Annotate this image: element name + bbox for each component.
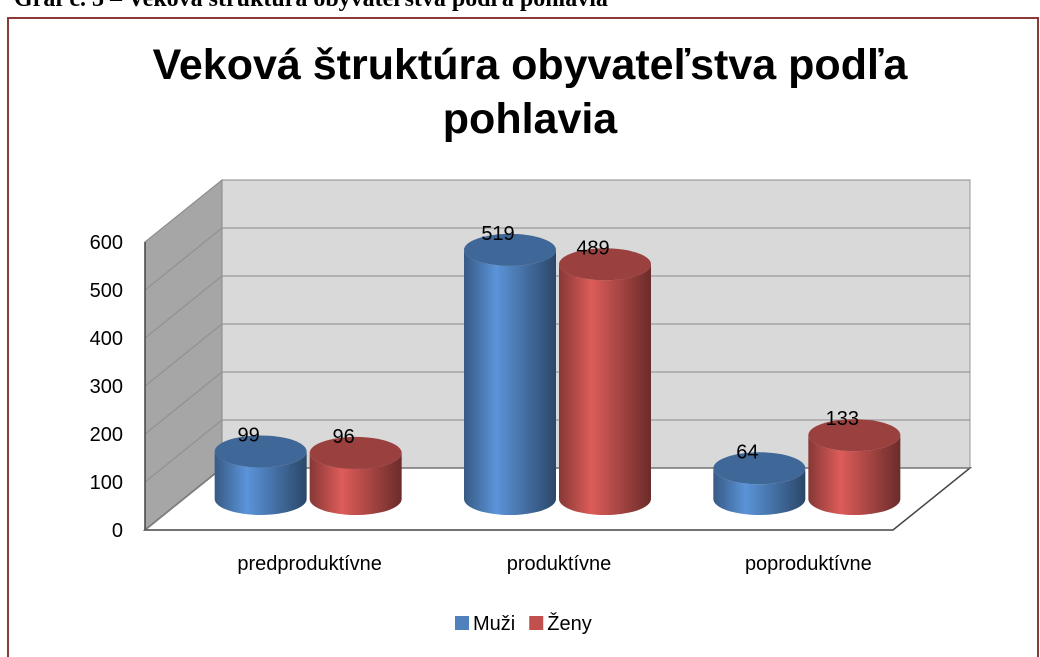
y-tick-label: 500 xyxy=(90,280,123,302)
grid-line-side xyxy=(144,467,223,531)
legend-swatch xyxy=(529,616,544,630)
legend-swatch xyxy=(455,616,469,630)
bar-top xyxy=(464,233,556,266)
y-tick-label: 100 xyxy=(90,472,123,494)
bar xyxy=(808,435,901,515)
bar-top xyxy=(309,436,402,469)
bar xyxy=(309,452,402,515)
y-tick-label: 600 xyxy=(90,232,123,254)
y-tick-label: 300 xyxy=(90,376,123,398)
bar-top xyxy=(214,435,307,468)
data-label: 489 xyxy=(576,237,609,259)
bar-top xyxy=(808,419,901,452)
y-tick-label: 400 xyxy=(90,328,123,350)
data-label: 96 xyxy=(333,426,355,448)
bar-top xyxy=(559,248,651,281)
grid-line-side xyxy=(144,323,223,387)
grid-line-side xyxy=(144,227,223,291)
y-tick-label: 0 xyxy=(112,520,123,542)
bar xyxy=(464,249,556,515)
grid-line-side xyxy=(144,419,223,483)
grid-line-side xyxy=(144,179,223,243)
legend-label: Muži xyxy=(473,613,515,635)
legend-label: Ženy xyxy=(547,612,591,635)
data-label: 133 xyxy=(826,408,859,430)
page-header: Graf č. 3 – Veková štruktúra obyvateľstv… xyxy=(14,0,608,13)
bar xyxy=(214,451,307,515)
chart-title: Veková štruktúra obyvateľstva podľa pohl… xyxy=(152,41,908,143)
x-tick-label: produktívne xyxy=(507,553,612,575)
grid-line-side xyxy=(144,371,223,435)
x-tick-label: poproduktívne xyxy=(745,553,872,575)
chart-border xyxy=(7,17,1039,657)
x-tick-label: predproduktívne xyxy=(237,553,382,575)
bar-top xyxy=(713,452,806,485)
data-label: 99 xyxy=(238,424,260,446)
y-tick-label: 200 xyxy=(90,424,123,446)
grid-line-side xyxy=(144,275,223,339)
bar xyxy=(713,468,806,515)
bar xyxy=(559,264,651,515)
data-label: 64 xyxy=(736,441,758,463)
data-label: 519 xyxy=(481,223,514,245)
